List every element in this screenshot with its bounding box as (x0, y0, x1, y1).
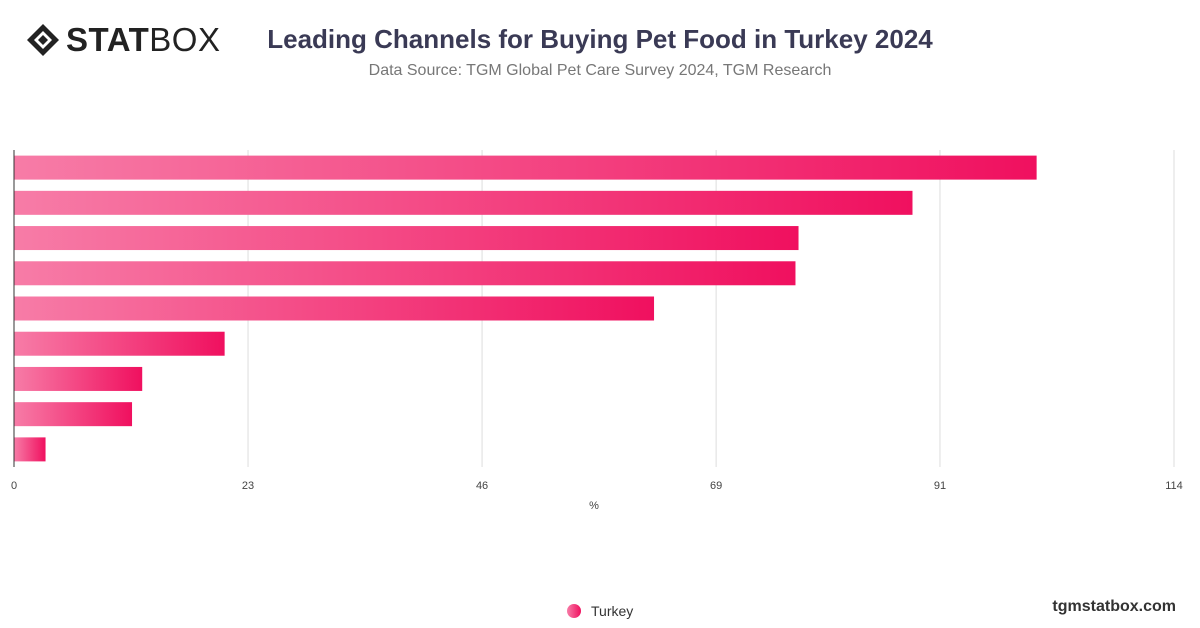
bar[interactable] (14, 366, 143, 391)
bar[interactable] (14, 190, 913, 215)
logo-wordmark: STATBOX (66, 22, 220, 58)
statbox-logo: STATBOX (26, 22, 220, 58)
chart-title: Leading Channels for Buying Pet Food in … (267, 24, 933, 54)
bar[interactable] (14, 226, 799, 251)
x-tick-label: 91 (934, 480, 946, 492)
x-tick-label: 0 (11, 480, 17, 492)
chart-subtitle: Data Source: TGM Global Pet Care Survey … (368, 62, 832, 79)
diamond-logo-icon (27, 24, 59, 56)
legend-swatch (567, 604, 581, 618)
bar[interactable] (14, 402, 133, 427)
logo-wordmark-bold: STAT (66, 21, 150, 58)
x-tick-label: 46 (476, 480, 488, 492)
legend-label: Turkey (591, 603, 634, 619)
site-url: tgmstatbox.com (1052, 598, 1176, 615)
bars (14, 155, 1037, 462)
bar[interactable] (14, 155, 1037, 180)
legend[interactable]: Turkey (567, 602, 633, 620)
x-tick-label: 23 (242, 480, 254, 492)
bar[interactable] (14, 296, 655, 321)
bar[interactable] (14, 261, 796, 286)
logo-wordmark-light: BOX (149, 21, 221, 58)
x-axis-ticks: 0 23 46 69 91 114 (11, 480, 1183, 492)
x-tick-label: 69 (710, 480, 722, 492)
x-axis-label: % (589, 500, 599, 512)
bar[interactable] (14, 437, 46, 462)
bar[interactable] (14, 331, 225, 356)
x-tick-label: 114 (1165, 480, 1183, 492)
